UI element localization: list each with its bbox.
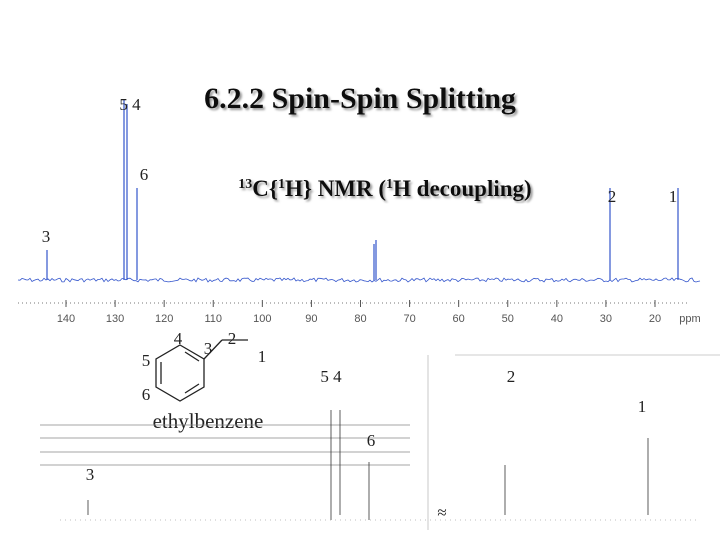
- axis-tick-label: 30: [600, 313, 612, 325]
- peak-label: 6: [140, 165, 149, 184]
- axis-tick-label: 40: [551, 313, 563, 325]
- peak-label: 1: [638, 397, 647, 416]
- axis-unit: ppm: [679, 313, 700, 325]
- axis-tick-label: 140: [57, 313, 75, 325]
- axis-tick-label: 90: [305, 313, 317, 325]
- baseline: [17, 277, 701, 283]
- atom-label: 1: [258, 347, 267, 366]
- peak-label: 3: [86, 465, 95, 484]
- structure: [155, 339, 248, 402]
- axis-break: ≈: [437, 503, 446, 522]
- axis-tick-label: 100: [253, 313, 271, 325]
- axis-tick-label: 120: [155, 313, 173, 325]
- peak-label: 2: [608, 187, 617, 206]
- axis-tick-label: 20: [649, 313, 661, 325]
- axis-tick-label: 50: [502, 313, 514, 325]
- peak-label: 1: [669, 187, 678, 206]
- atom-label: 5: [142, 351, 151, 370]
- atom-label: 4: [174, 329, 183, 348]
- atom-label: 3: [204, 339, 213, 358]
- peak-label: 6: [367, 431, 376, 450]
- axis-tick-label: 110: [204, 313, 222, 325]
- atom-label: 2: [228, 329, 237, 348]
- axis-tick-label: 60: [453, 313, 465, 325]
- lower-spectrum: [40, 354, 720, 530]
- peak-label: 5 4: [320, 367, 342, 386]
- title: 6.2.2 Spin-Spin Splitting: [204, 82, 516, 115]
- peak-label: 2: [507, 367, 516, 386]
- peaks: [46, 100, 679, 280]
- axis-tick-label: 70: [403, 313, 415, 325]
- peak-label: 5 4: [119, 95, 141, 114]
- axis-tick-label: 130: [106, 313, 124, 325]
- axis-tick-label: 80: [354, 313, 366, 325]
- subtitle: 13C{1H} NMR (1H decoupling): [238, 176, 531, 201]
- peak-label: 3: [42, 227, 51, 246]
- atom-label: 6: [142, 385, 151, 404]
- compound-name: ethylbenzene: [153, 409, 264, 433]
